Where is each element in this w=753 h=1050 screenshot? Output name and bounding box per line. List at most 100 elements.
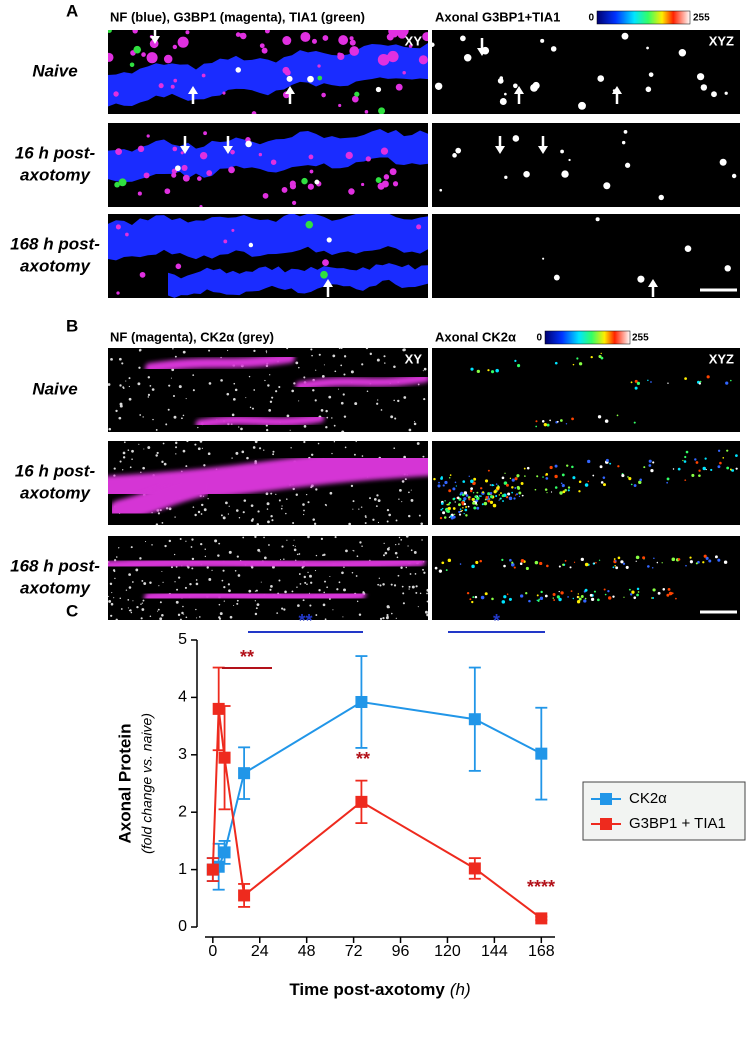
speck: [303, 425, 307, 428]
speck: [470, 487, 473, 491]
speck: [120, 608, 123, 610]
speck: [653, 557, 655, 560]
granule: [282, 66, 290, 74]
speck: [691, 473, 695, 477]
x-tick-label: 120: [434, 943, 461, 960]
speck: [266, 502, 270, 506]
speck: [340, 364, 343, 367]
view-label: XYZ: [709, 33, 734, 48]
granule: [684, 245, 692, 253]
speck: [345, 549, 348, 553]
speck: [414, 573, 417, 575]
granule: [696, 73, 705, 81]
speck: [175, 453, 177, 455]
granule: [108, 30, 112, 34]
speck: [241, 450, 245, 454]
speck: [554, 464, 558, 468]
row-label: 168 h post-: [10, 556, 100, 575]
speck: [174, 516, 176, 518]
speck: [395, 519, 398, 522]
speck: [554, 486, 558, 489]
speck: [297, 604, 300, 607]
speck: [243, 499, 247, 502]
granule: [197, 176, 202, 181]
speck: [303, 509, 305, 512]
arrow-head: [538, 146, 548, 154]
speck: [317, 442, 320, 445]
colorbar-min: 0: [588, 13, 594, 24]
speck: [500, 492, 502, 494]
speck: [185, 616, 188, 619]
speck: [511, 561, 514, 564]
speck: [310, 348, 313, 351]
speck: [369, 352, 373, 356]
speck: [147, 446, 151, 450]
speck: [196, 617, 198, 619]
speck: [498, 499, 500, 501]
speck: [192, 506, 195, 508]
speck: [560, 419, 563, 422]
speck: [159, 617, 163, 620]
speck: [735, 454, 738, 457]
speck: [584, 597, 587, 600]
speck: [328, 395, 332, 399]
granule: [637, 275, 645, 283]
granule: [239, 33, 244, 38]
speck: [376, 403, 378, 405]
speck: [447, 506, 451, 511]
speck: [416, 442, 420, 445]
marker: [238, 889, 251, 902]
speck: [698, 469, 701, 472]
speck: [469, 598, 472, 601]
speck: [122, 386, 125, 389]
speck: [114, 577, 116, 580]
speck: [694, 458, 697, 461]
speck: [507, 492, 511, 496]
granule: [139, 271, 146, 278]
granule: [223, 239, 228, 244]
speck: [321, 375, 325, 378]
granule: [251, 111, 257, 114]
speck: [343, 415, 347, 418]
speck: [267, 520, 270, 524]
speck: [303, 376, 306, 379]
granule: [321, 92, 326, 98]
speck: [143, 582, 147, 585]
granule: [439, 188, 443, 192]
speck: [487, 469, 490, 472]
speck: [136, 605, 139, 609]
speck: [537, 599, 540, 603]
granule: [383, 174, 390, 180]
speck: [218, 616, 221, 619]
speck: [165, 423, 168, 426]
speck: [463, 497, 467, 501]
view-label: XY: [405, 351, 423, 366]
granule: [173, 78, 178, 83]
speck: [394, 417, 397, 420]
speck: [242, 511, 245, 514]
speck: [684, 479, 687, 482]
speck: [495, 483, 498, 485]
speck: [195, 608, 197, 611]
speck: [475, 560, 479, 565]
speck: [698, 474, 701, 477]
x-tick-label: 168: [528, 943, 555, 960]
chart: 0 1 2 3 4 5 0 24 48 72 96 120 144 168 Axonal Protein (f…: [115, 611, 746, 999]
speck: [501, 600, 506, 604]
speck: [648, 464, 652, 467]
speck: [377, 399, 379, 401]
speck: [189, 582, 192, 586]
speck: [131, 581, 134, 583]
speck: [151, 388, 155, 391]
speck: [341, 571, 344, 575]
speck: [708, 559, 712, 563]
axon: [295, 373, 428, 391]
speck: [119, 402, 123, 406]
speck: [620, 560, 624, 564]
speck: [157, 512, 161, 515]
x-tick-label: 144: [481, 943, 508, 960]
speck: [281, 607, 284, 610]
speck: [325, 505, 328, 507]
speck: [453, 497, 456, 500]
speck: [671, 557, 676, 562]
